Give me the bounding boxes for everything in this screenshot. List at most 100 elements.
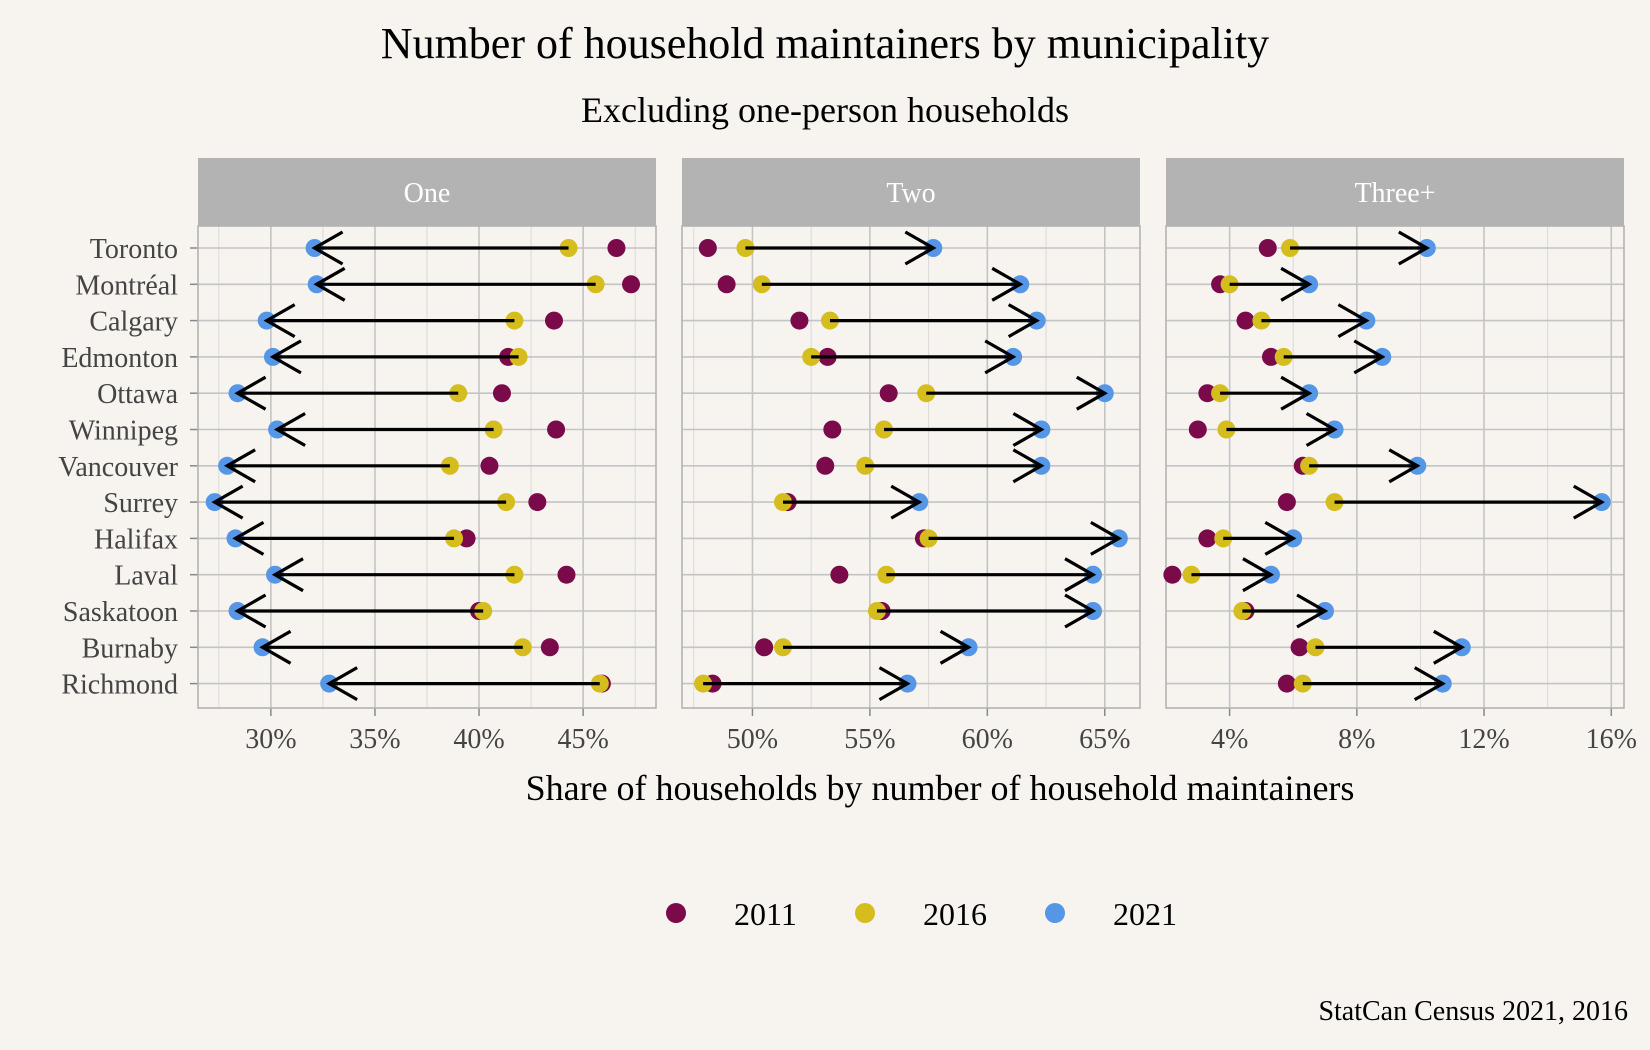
change-arrow-head bbox=[1280, 266, 1313, 302]
change-arrow-head bbox=[232, 521, 265, 556]
change-arrow-head bbox=[313, 266, 346, 302]
x-tick-label: 4% bbox=[1211, 724, 1248, 755]
point-2011 bbox=[540, 638, 559, 657]
point-2011 bbox=[1198, 529, 1217, 548]
y-tick-label: Saskatoon bbox=[63, 597, 178, 628]
facet-strip bbox=[682, 158, 1140, 226]
x-tick-label: 8% bbox=[1338, 724, 1375, 755]
change-arrow-head bbox=[259, 629, 292, 665]
change-arrow-head bbox=[1242, 557, 1275, 593]
change-arrow-head bbox=[1007, 303, 1040, 338]
change-arrow-head bbox=[904, 230, 937, 266]
facet-panels: Toronto Montréal Calgary Edmonton Ottawa Winn… bbox=[58, 158, 1637, 755]
y-tick-label: Ottawa bbox=[97, 379, 178, 410]
y-tick-label: Vancouver bbox=[58, 452, 178, 483]
change-arrow-head bbox=[1305, 412, 1338, 447]
point-2011 bbox=[1258, 239, 1277, 257]
change-arrow-head bbox=[273, 412, 306, 447]
legend: 2011 2016 2021 bbox=[666, 896, 1177, 932]
change-arrow-head bbox=[1064, 557, 1097, 593]
point-2011 bbox=[830, 565, 849, 584]
point-2011 bbox=[528, 493, 547, 512]
change-arrow-head bbox=[325, 666, 358, 701]
chart-subtitle: Excluding one-person households bbox=[581, 90, 1069, 130]
point-2011 bbox=[557, 565, 576, 584]
point-2011 bbox=[480, 456, 499, 475]
point-2011 bbox=[879, 384, 898, 403]
x-tick-label: 12% bbox=[1458, 724, 1509, 755]
point-2011 bbox=[544, 311, 563, 330]
x-tick-label: 55% bbox=[844, 724, 895, 755]
point-2011 bbox=[823, 420, 842, 439]
change-arrow-head bbox=[1432, 629, 1466, 665]
legend-key-2021 bbox=[1045, 903, 1065, 923]
y-tick-label: Laval bbox=[114, 561, 178, 592]
point-2011 bbox=[457, 529, 476, 548]
change-arrow-head bbox=[234, 593, 267, 629]
point-2011 bbox=[790, 311, 809, 330]
change-arrow-head bbox=[1075, 375, 1108, 411]
panel-border bbox=[197, 225, 657, 709]
chart-title: Number of household maintainers by munic… bbox=[381, 19, 1269, 68]
change-arrow-head bbox=[878, 666, 911, 701]
change-arrow-head bbox=[234, 375, 267, 411]
facet-strip-label: Three+ bbox=[1354, 178, 1435, 209]
point-2016 bbox=[497, 493, 516, 512]
change-arrow-head bbox=[1572, 484, 1605, 520]
point-2011 bbox=[1198, 384, 1217, 403]
x-axis-label: Share of households by number of househo… bbox=[526, 768, 1355, 808]
y-tick-label: Calgary bbox=[89, 307, 178, 338]
facet-strip-label: One bbox=[404, 178, 451, 209]
change-arrow-head bbox=[269, 339, 302, 375]
facet-strip bbox=[1166, 158, 1624, 226]
change-arrow-head bbox=[1337, 303, 1370, 338]
y-tick-label: Surrey bbox=[103, 488, 178, 519]
change-arrow-head bbox=[311, 230, 344, 266]
x-tick-label: 35% bbox=[349, 724, 400, 755]
change-arrow-head bbox=[1353, 339, 1386, 375]
legend-key-2011 bbox=[666, 903, 686, 923]
point-2011 bbox=[547, 420, 566, 439]
facet-panel: One 30% 35% 40% 45% bbox=[197, 158, 657, 755]
panel-border bbox=[1165, 225, 1625, 709]
change-arrow-head bbox=[1280, 375, 1313, 411]
change-arrow-head bbox=[1090, 521, 1123, 556]
y-tick-label: Montréal bbox=[75, 270, 178, 301]
y-tick-label: Halifax bbox=[94, 524, 178, 555]
point-2011 bbox=[622, 275, 641, 294]
point-2011 bbox=[1277, 493, 1296, 512]
point-2011 bbox=[1261, 347, 1280, 366]
facet-panel: Two 50% 55% 60% 65% bbox=[681, 158, 1141, 755]
point-2011 bbox=[816, 456, 835, 475]
caption: StatCan Census 2021, 2016 bbox=[1318, 996, 1628, 1027]
point-2011 bbox=[1163, 565, 1182, 584]
change-arrow-head bbox=[1264, 521, 1297, 556]
y-tick-label: Toronto bbox=[90, 234, 178, 265]
legend-label: 2011 bbox=[734, 896, 797, 932]
point-2011 bbox=[492, 384, 511, 403]
facet-panel: Three+ 4% 8% 12% 16% bbox=[1163, 158, 1637, 755]
change-arrow-head bbox=[1012, 448, 1045, 484]
point-2011 bbox=[717, 275, 736, 294]
x-tick-label: 65% bbox=[1079, 724, 1130, 755]
x-tick-label: 30% bbox=[245, 724, 296, 755]
legend-key-2016 bbox=[855, 903, 875, 923]
x-tick-label: 40% bbox=[453, 724, 504, 755]
x-tick-label: 16% bbox=[1586, 724, 1637, 755]
y-tick-label: Burnaby bbox=[82, 633, 178, 664]
point-2011 bbox=[1277, 674, 1296, 693]
legend-label: 2021 bbox=[1113, 896, 1177, 932]
change-arrow-head bbox=[1398, 230, 1431, 266]
x-tick-label: 60% bbox=[962, 724, 1013, 755]
facet-strip-label: Two bbox=[886, 178, 935, 209]
point-2011 bbox=[607, 239, 626, 257]
change-arrow-head bbox=[1388, 448, 1421, 484]
change-arrow-head bbox=[1296, 593, 1329, 629]
change-arrow-head bbox=[263, 303, 296, 338]
change-arrow-head bbox=[890, 484, 923, 520]
change-arrow-head bbox=[271, 557, 304, 593]
point-2011 bbox=[1236, 311, 1255, 330]
change-arrow-head bbox=[1012, 412, 1045, 447]
y-tick-label: Winnipeg bbox=[69, 416, 178, 447]
